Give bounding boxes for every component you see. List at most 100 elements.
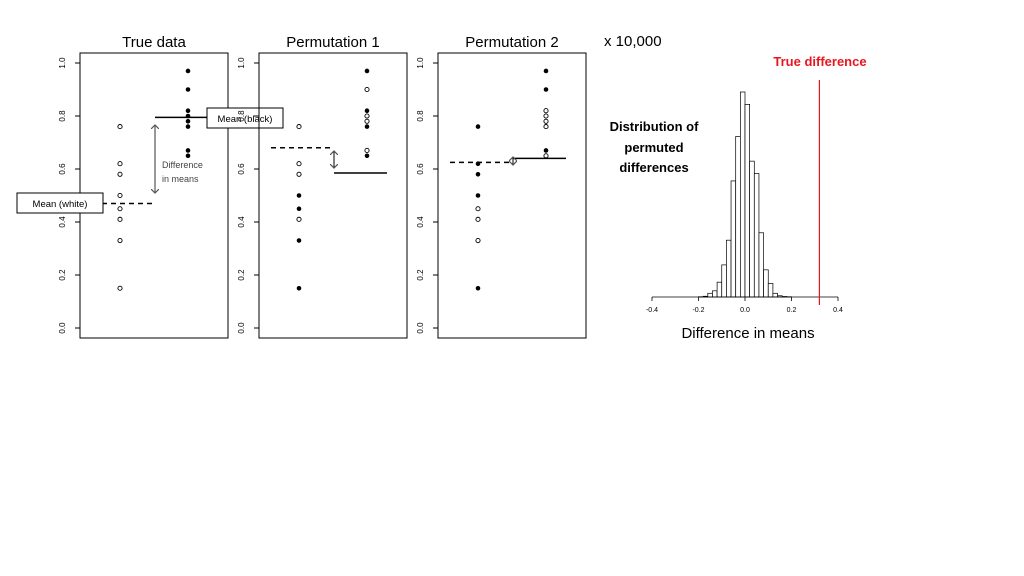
y-axis: 0.0 0.2 0.4 0.6 0.8 1.0 (237, 57, 259, 334)
y-tick-label: 0.6 (416, 163, 425, 175)
filled-point (185, 148, 191, 153)
histogram-panel: -0.4 -0.2 0.0 0.2 0.4 True difference Distri… (610, 54, 867, 342)
y-tick-label: 0.2 (58, 269, 67, 281)
open-point (475, 206, 481, 212)
open-point (117, 192, 123, 199)
y-tick-label: 1.0 (416, 57, 425, 69)
histogram-bar (735, 136, 741, 298)
histogram-bar (772, 292, 778, 298)
histogram-bar (744, 103, 751, 298)
open-point (364, 86, 370, 93)
x-tick-label: 0.4 (833, 307, 843, 314)
mean-black-callout: Mean (black) (206, 107, 284, 129)
filled-point (543, 87, 549, 92)
panel-true-data: True data 0.00.20.40.60.81.0 Difference … (58, 34, 229, 339)
open-point (117, 206, 123, 212)
y-tick-label: 0.4 (237, 216, 246, 228)
panel-permutation-2: Permutation 2 0.0 0.2 0.4 0.6 0.8 1.0 (416, 34, 587, 339)
plot-frame (437, 52, 587, 339)
open-point (364, 147, 370, 153)
open-point (117, 285, 123, 291)
y-tick-label: 0.2 (237, 269, 246, 281)
filled-point (185, 108, 191, 114)
repetition-label: x 10,000 (604, 33, 662, 50)
filled-point (364, 124, 370, 129)
y-tick-label: 0.4 (58, 216, 67, 228)
filled-point (296, 206, 302, 212)
y-tick-label: 0.8 (237, 110, 246, 122)
y-tick-label: 0.0 (237, 322, 246, 334)
histogram-bars (698, 91, 792, 298)
y-tick-label: 1.0 (237, 57, 246, 69)
open-point (543, 124, 549, 130)
difference-label-line2: in means (162, 174, 199, 184)
open-point (117, 161, 123, 167)
distribution-label-line2: permuted (624, 140, 683, 155)
open-point (475, 237, 481, 244)
mean-white-label: Mean (white) (33, 199, 88, 210)
open-point (296, 161, 302, 167)
open-point (117, 171, 123, 177)
histogram-bar (753, 173, 760, 298)
true-difference-label: True difference (773, 54, 866, 69)
y-axis: 0.0 0.2 0.4 0.6 0.8 1.0 (58, 57, 80, 334)
open-point (364, 113, 370, 119)
filled-point (475, 285, 481, 291)
histogram-x-axis: -0.4 -0.2 0.0 0.2 0.4 (646, 296, 843, 314)
points (475, 68, 549, 291)
open-point (296, 216, 302, 222)
histogram-bar (716, 281, 723, 298)
mean-white-callout: Mean (white) (16, 192, 104, 214)
filled-point (364, 108, 370, 114)
histogram-bar (726, 239, 732, 298)
filled-point (296, 193, 302, 198)
histogram-bar (712, 290, 718, 298)
histogram-bar (707, 292, 713, 298)
filled-point (185, 87, 191, 92)
panel-title: Permutation 2 (465, 34, 558, 51)
y-tick-label: 1.0 (58, 57, 67, 69)
open-point (117, 124, 123, 130)
means (271, 147, 387, 174)
panel-title: True data (122, 34, 186, 51)
y-tick-label: 0.2 (416, 269, 425, 281)
difference-label-line1: Difference (162, 160, 203, 170)
y-tick-label: 0.6 (58, 163, 67, 175)
filled-point (543, 148, 549, 153)
open-point (364, 118, 370, 124)
filled-point (185, 124, 191, 129)
distribution-label-line1: Distribution of (610, 119, 699, 134)
open-point (475, 216, 481, 222)
filled-point (364, 68, 370, 74)
panel-permutation-1: Permutation 1 0.0 0.2 0.4 0.6 0.8 1.0 (237, 34, 408, 339)
x-tick-label: 0.0 (740, 307, 750, 314)
filled-point (185, 68, 191, 74)
filled-point (185, 153, 191, 159)
points (296, 68, 370, 291)
histogram-bar (767, 283, 774, 298)
filled-point (475, 124, 481, 129)
filled-point (543, 68, 549, 74)
open-point (543, 113, 549, 119)
histogram-bar (739, 91, 746, 298)
open-point (117, 216, 123, 222)
filled-point (475, 172, 481, 177)
distribution-label-line3: differences (619, 160, 688, 175)
y-tick-label: 0.8 (58, 110, 67, 122)
y-tick-label: 0.0 (58, 322, 67, 334)
mean-black-label: Mean (black) (218, 114, 273, 125)
open-point (296, 124, 302, 130)
histogram-bar (721, 264, 727, 298)
means (450, 157, 566, 164)
open-point (543, 118, 549, 124)
histogram-bar (758, 232, 764, 298)
y-tick-label: 0.6 (237, 163, 246, 175)
y-axis: 0.0 0.2 0.4 0.6 0.8 1.0 (416, 57, 438, 334)
open-point (117, 237, 123, 244)
filled-point (475, 193, 481, 198)
plot-frame (258, 52, 408, 339)
x-axis-label: Difference in means (681, 325, 814, 342)
x-tick-label: -0.2 (692, 307, 704, 314)
x-tick-label: 0.2 (787, 307, 797, 314)
